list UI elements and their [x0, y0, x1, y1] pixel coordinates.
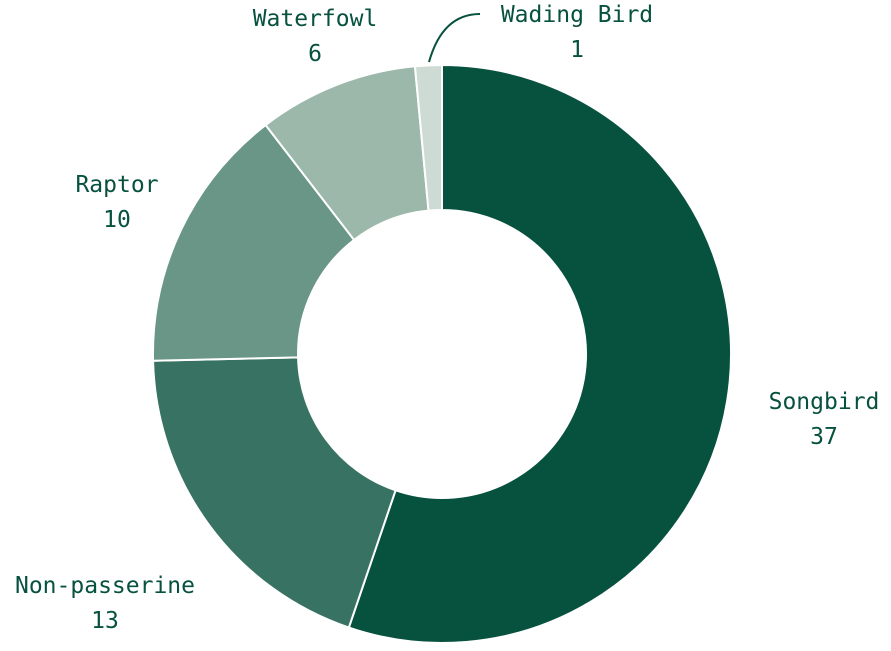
donut-slices — [152, 63, 732, 644]
slice-label-songbird: Songbird — [769, 389, 880, 415]
slice-value-non-passerine: 13 — [91, 608, 119, 634]
wading-bird-leader-line — [428, 13, 481, 63]
slice-wading-bird — [413, 63, 443, 212]
slice-label-wading-bird: Wading Bird — [501, 2, 653, 28]
slice-labels: Songbird 37 Non-passerine 13 Raptor 10 Waterfo… — [15, 2, 879, 634]
slice-value-wading-bird: 1 — [570, 37, 584, 63]
slice-value-waterfowl: 6 — [308, 41, 322, 67]
slice-value-songbird: 37 — [810, 424, 838, 450]
slice-value-raptor: 10 — [103, 207, 131, 233]
slice-label-waterfowl: Waterfowl — [253, 6, 378, 32]
slice-songbird — [347, 63, 732, 644]
slice-label-non-passerine: Non-passerine — [15, 573, 195, 599]
slice-non-passerine — [152, 356, 397, 629]
slice-raptor — [152, 123, 356, 362]
slice-label-raptor: Raptor — [75, 172, 158, 198]
